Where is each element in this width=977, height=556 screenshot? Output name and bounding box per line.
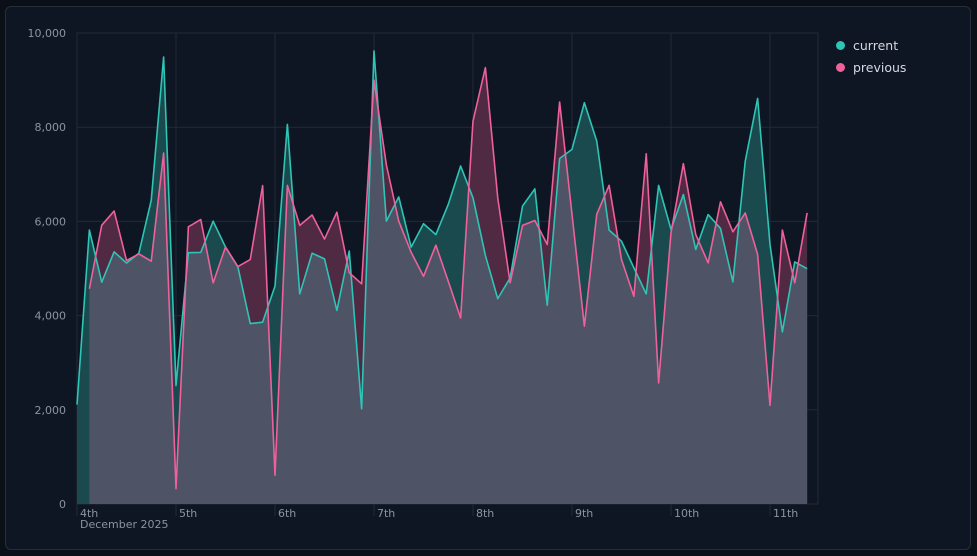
- legend: current previous: [836, 34, 906, 78]
- y-tick-label: 6,000: [35, 215, 67, 228]
- legend-label-previous: previous: [853, 59, 907, 75]
- y-tick-label: 0: [59, 498, 66, 511]
- x-tick-label: 8th: [476, 507, 494, 520]
- x-tick-label: 4th: [80, 507, 98, 520]
- y-tick-label: 4,000: [35, 310, 67, 323]
- legend-dot-current: [836, 40, 845, 50]
- legend-label-current: current: [853, 37, 899, 53]
- x-tick-label: 9th: [575, 507, 593, 520]
- y-tick-label: 8,000: [35, 121, 67, 134]
- legend-dot-previous: [836, 62, 845, 72]
- x-tick-label: 6th: [278, 507, 296, 520]
- x-tick-label: 7th: [377, 507, 395, 520]
- x-tick-label: 11th: [773, 507, 798, 520]
- area-overlap: [89, 80, 808, 504]
- y-tick-label: 2,000: [35, 404, 67, 417]
- y-tick-label: 10,000: [28, 27, 67, 40]
- x-tick-label: 5th: [179, 507, 197, 520]
- legend-item-current[interactable]: current: [836, 34, 906, 56]
- line-current: [76, 50, 808, 410]
- x-axis-subtitle: December 2025: [80, 518, 169, 531]
- legend-item-previous[interactable]: previous: [836, 56, 906, 78]
- x-tick-label: 10th: [674, 507, 699, 520]
